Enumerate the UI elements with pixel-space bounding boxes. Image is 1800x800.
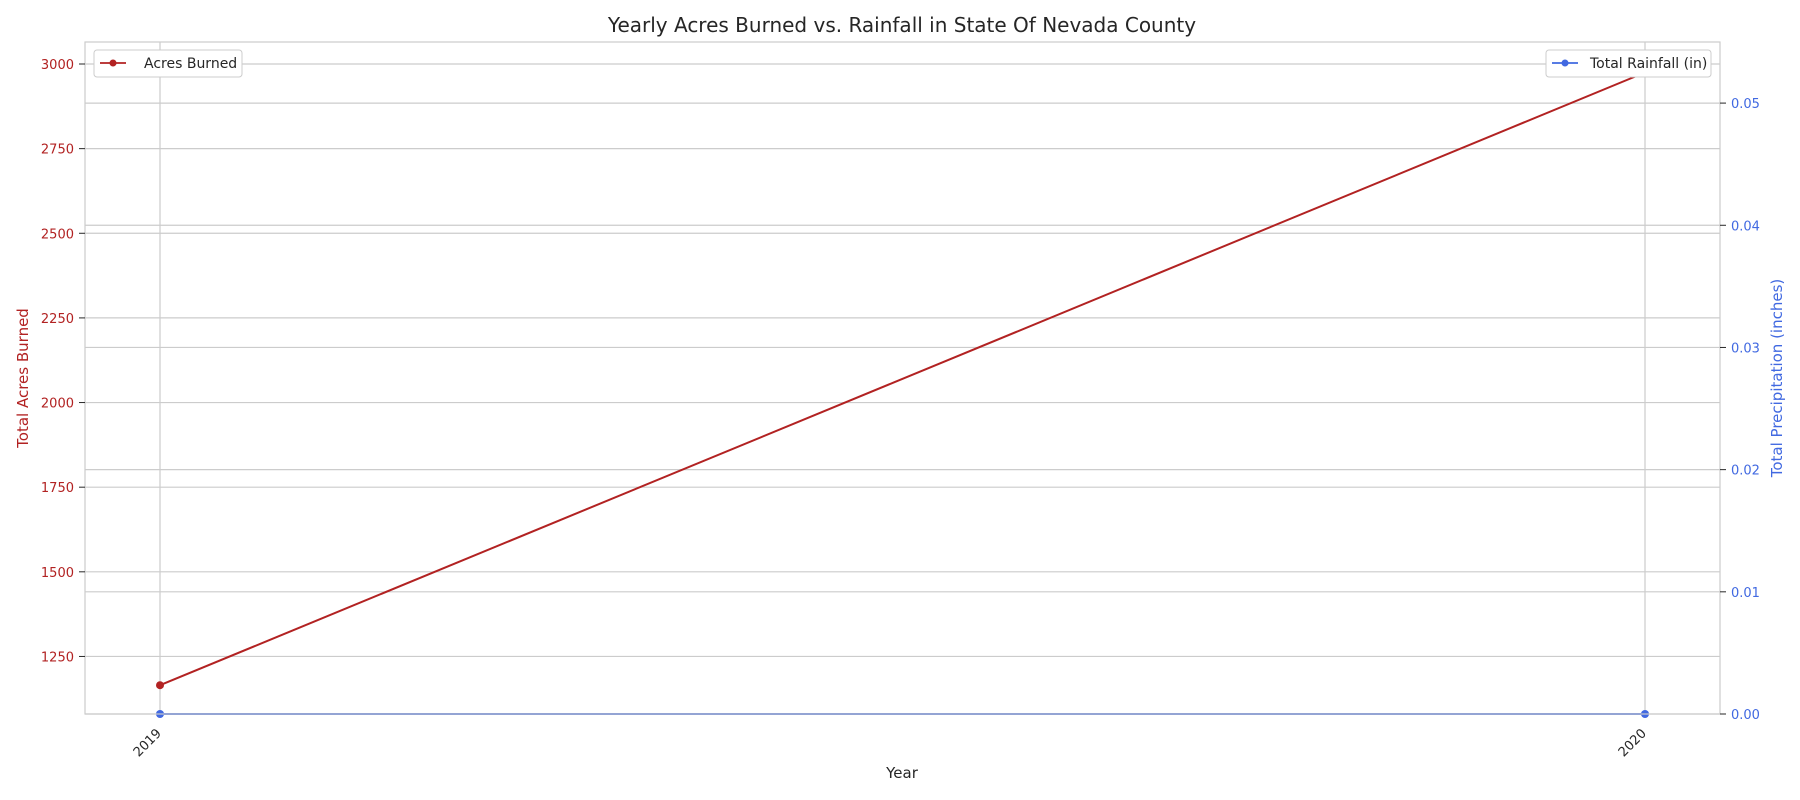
x-axis-label: Year — [885, 764, 919, 782]
series-layer — [156, 68, 1649, 718]
legend-box — [1545, 49, 1712, 78]
x-tick-label: 2019 — [131, 726, 165, 760]
x-axis-ticks: 2019 2020 — [131, 726, 1650, 760]
y-axis-left-label: Total Acres Burned — [14, 308, 32, 449]
left-axis-ticks: 1250 1500 1750 2000 2250 2500 2750 3000 — [41, 58, 85, 665]
right-tick-label: 0.00 — [1731, 708, 1760, 723]
left-tick-label: 1250 — [41, 650, 74, 665]
left-tick-label: 1500 — [41, 566, 74, 581]
plot-frame — [84, 41, 1721, 715]
right-tick-label: 0.01 — [1731, 586, 1760, 601]
left-tick-label: 2250 — [41, 312, 74, 327]
legend-marker-icon — [1561, 59, 1569, 67]
left-tick-label: 2500 — [41, 227, 74, 242]
legend-box — [93, 49, 243, 78]
left-tick-label: 3000 — [41, 58, 74, 73]
x-tick-label: 2020 — [1616, 726, 1650, 760]
legend-total-rainfall: Total Rainfall (in) — [1545, 49, 1712, 78]
grid — [85, 42, 1720, 715]
y-axis-right-label: Total Precipitation (inches) — [1768, 279, 1786, 479]
right-tick-label: 0.03 — [1731, 341, 1760, 356]
chart-title: Yearly Acres Burned vs. Rainfall in Stat… — [607, 13, 1196, 37]
left-tick-label: 2750 — [41, 143, 74, 158]
series-point-0 — [156, 681, 164, 690]
left-tick-label: 1750 — [41, 481, 74, 496]
legend-label-total-rainfall: Total Rainfall (in) — [1589, 56, 1707, 72]
legend-acres-burned: Acres Burned — [93, 49, 243, 78]
legend-label-acres-burned: Acres Burned — [144, 56, 237, 72]
legend-marker-icon — [109, 59, 117, 67]
right-tick-label: 0.02 — [1731, 464, 1760, 479]
right-axis-ticks: 0.00 0.01 0.02 0.03 0.04 0.05 — [1720, 97, 1760, 723]
series-line-0 — [159, 71, 1646, 687]
right-tick-label: 0.04 — [1731, 219, 1760, 234]
right-tick-label: 0.05 — [1731, 97, 1760, 112]
left-tick-label: 2000 — [41, 397, 74, 412]
